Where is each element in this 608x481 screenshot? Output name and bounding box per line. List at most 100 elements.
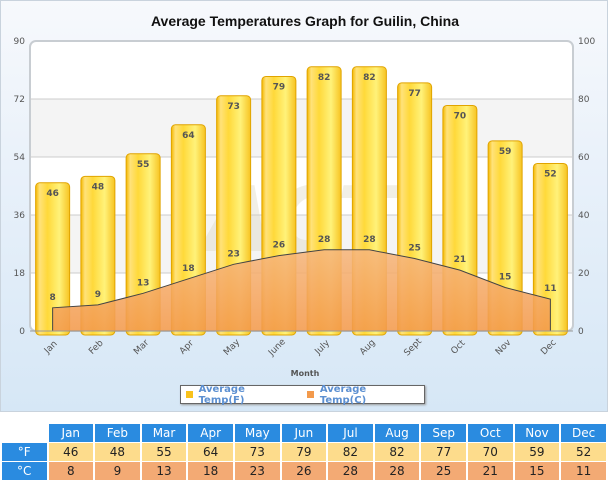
svg-text:0: 0 bbox=[19, 327, 25, 337]
svg-text:72: 72 bbox=[14, 95, 25, 105]
svg-text:May: May bbox=[222, 337, 243, 358]
legend-swatch-icon bbox=[307, 391, 314, 398]
svg-text:0: 0 bbox=[578, 327, 584, 337]
table-cell: 15 bbox=[514, 462, 560, 480]
svg-text:Mar: Mar bbox=[132, 338, 151, 357]
svg-text:40: 40 bbox=[578, 211, 590, 221]
table-cell: 13 bbox=[141, 462, 187, 480]
svg-text:20: 20 bbox=[578, 269, 590, 279]
table-header-row: Jan Feb Mar Apr May Jun Jul Aug Sep Oct … bbox=[2, 424, 606, 442]
row-label-celsius: °C bbox=[2, 462, 47, 480]
svg-text:Aug: Aug bbox=[358, 338, 378, 358]
svg-text:18: 18 bbox=[14, 269, 26, 279]
svg-text:46: 46 bbox=[46, 189, 59, 199]
svg-text:28: 28 bbox=[363, 235, 376, 245]
svg-text:80: 80 bbox=[578, 95, 590, 105]
month-header: Jun bbox=[281, 424, 327, 442]
table-cell: 70 bbox=[468, 443, 513, 461]
month-header: May bbox=[234, 424, 280, 442]
svg-text:48: 48 bbox=[92, 182, 105, 192]
table-cell: 28 bbox=[328, 462, 373, 480]
month-header: Mar bbox=[141, 424, 187, 442]
svg-text:July: July bbox=[313, 338, 333, 358]
svg-text:June: June bbox=[266, 337, 288, 359]
table-cell: 46 bbox=[48, 443, 94, 461]
svg-text:100: 100 bbox=[578, 37, 595, 47]
month-header: Jul bbox=[328, 424, 373, 442]
table-cell: 73 bbox=[234, 443, 280, 461]
table-cell: 77 bbox=[421, 443, 466, 461]
month-header: Jan bbox=[48, 424, 94, 442]
svg-text:8: 8 bbox=[49, 293, 55, 303]
table-cell: 52 bbox=[561, 443, 606, 461]
svg-text:25: 25 bbox=[408, 244, 421, 254]
svg-text:59: 59 bbox=[499, 147, 512, 157]
table-cell: 55 bbox=[141, 443, 187, 461]
table-cell: 64 bbox=[188, 443, 233, 461]
table-cell: 23 bbox=[234, 462, 280, 480]
svg-text:82: 82 bbox=[318, 73, 331, 83]
svg-text:52: 52 bbox=[544, 169, 557, 179]
svg-text:15: 15 bbox=[499, 273, 512, 283]
svg-text:Jan: Jan bbox=[42, 339, 60, 357]
month-header: Aug bbox=[374, 424, 420, 442]
table-cell: 18 bbox=[188, 462, 233, 480]
month-header: Dec bbox=[561, 424, 606, 442]
table-cell: 11 bbox=[561, 462, 606, 480]
table-cell: 26 bbox=[281, 462, 327, 480]
legend-label: Average Temp(C) bbox=[319, 383, 367, 406]
svg-text:Nov: Nov bbox=[494, 337, 514, 357]
table-cell: 59 bbox=[514, 443, 560, 461]
svg-text:Oct: Oct bbox=[449, 338, 467, 356]
month-header: Feb bbox=[95, 424, 140, 442]
month-header: Nov bbox=[514, 424, 560, 442]
svg-text:79: 79 bbox=[273, 82, 286, 92]
chart-panel: Average Temperatures Graph for Guilin, C… bbox=[0, 0, 608, 412]
month-header: Oct bbox=[468, 424, 513, 442]
svg-text:Dec: Dec bbox=[539, 338, 558, 357]
month-header: Sep bbox=[421, 424, 466, 442]
legend-label: Average Temp(F) bbox=[198, 383, 245, 406]
svg-text:Sept: Sept bbox=[402, 336, 424, 358]
table-row-celsius: °C 8 9 13 18 23 26 28 28 25 21 15 11 bbox=[2, 462, 606, 480]
legend-item-celsius[interactable]: Average Temp(C) bbox=[307, 384, 410, 406]
svg-text:26: 26 bbox=[273, 241, 286, 251]
svg-text:55: 55 bbox=[137, 160, 150, 170]
table-row-fahrenheit: °F 46 48 55 64 73 79 82 82 77 70 59 52 bbox=[2, 443, 606, 461]
svg-text:82: 82 bbox=[363, 73, 376, 83]
table-cell: 25 bbox=[421, 462, 466, 480]
svg-text:60: 60 bbox=[578, 153, 590, 163]
chart-title: Average Temperatures Graph for Guilin, C… bbox=[150, 13, 460, 29]
svg-text:90: 90 bbox=[14, 37, 26, 47]
chart-legend: Average Temp(F) Average Temp(C) bbox=[180, 384, 425, 406]
table-cell: 8 bbox=[48, 462, 94, 480]
table-cell: 82 bbox=[374, 443, 420, 461]
table-cell: 48 bbox=[95, 443, 140, 461]
temperature-table: Jan Feb Mar Apr May Jun Jul Aug Sep Oct … bbox=[0, 423, 608, 481]
table-cell: 9 bbox=[95, 462, 140, 480]
svg-text:Apr: Apr bbox=[178, 338, 196, 356]
table-cell: 79 bbox=[281, 443, 327, 461]
table-cell: 21 bbox=[468, 462, 513, 480]
svg-text:18: 18 bbox=[182, 264, 195, 274]
table-corner bbox=[2, 424, 47, 442]
svg-text:54: 54 bbox=[14, 153, 26, 163]
svg-text:70: 70 bbox=[454, 111, 467, 121]
month-header: Apr bbox=[188, 424, 233, 442]
row-label-fahrenheit: °F bbox=[2, 443, 47, 461]
legend-item-fahrenheit[interactable]: Average Temp(F) bbox=[186, 384, 288, 406]
table-cell: 82 bbox=[328, 443, 373, 461]
svg-text:13: 13 bbox=[137, 278, 150, 288]
svg-text:28: 28 bbox=[318, 235, 331, 245]
legend-swatch-icon bbox=[186, 391, 193, 398]
svg-text:64: 64 bbox=[182, 131, 195, 141]
svg-text:77: 77 bbox=[408, 89, 421, 99]
svg-text:21: 21 bbox=[454, 255, 467, 265]
svg-text:36: 36 bbox=[14, 211, 26, 221]
svg-text:23: 23 bbox=[227, 249, 240, 259]
svg-text:11: 11 bbox=[544, 284, 557, 294]
table-cell: 28 bbox=[374, 462, 420, 480]
svg-text:Feb: Feb bbox=[87, 338, 106, 357]
svg-text:9: 9 bbox=[95, 290, 101, 300]
svg-text:73: 73 bbox=[227, 102, 240, 112]
